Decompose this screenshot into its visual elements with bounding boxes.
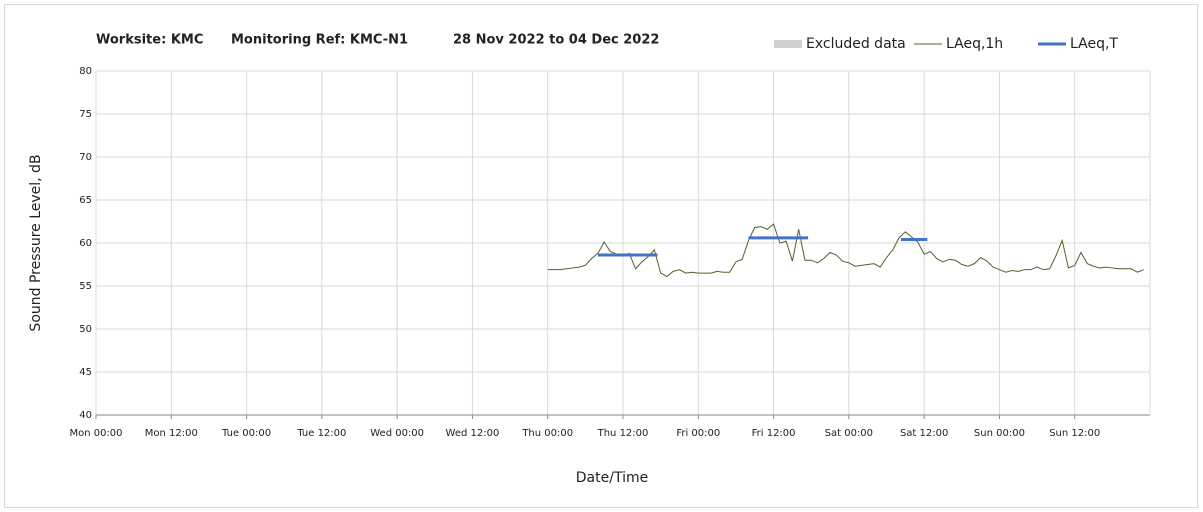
y-tick-label: 55 — [79, 281, 92, 292]
x-tick-label: Mon 12:00 — [145, 428, 198, 439]
y-tick-label: 80 — [79, 66, 92, 77]
x-tick-label: Fri 00:00 — [676, 428, 720, 439]
x-tick-label: Thu 00:00 — [521, 428, 573, 439]
series-line — [597, 236, 928, 257]
y-axis-label: Sound Pressure Level, dB — [28, 154, 44, 331]
x-tick-label: Tue 00:00 — [221, 428, 271, 439]
title-ref: Monitoring Ref: KMC-N1 — [231, 33, 408, 48]
x-tick-label: Wed 12:00 — [446, 428, 500, 439]
x-tick-label: Sun 00:00 — [974, 428, 1025, 439]
x-axis-label: Date/Time — [576, 470, 648, 486]
x-tick-label: Fri 12:00 — [752, 428, 796, 439]
x-tick-label: Sat 12:00 — [900, 428, 948, 439]
series-line — [547, 223, 1144, 278]
legend-label: LAeq,1h — [946, 36, 1003, 52]
x-tick-label: Tue 12:00 — [296, 428, 346, 439]
y-tick-label: 50 — [79, 324, 92, 335]
title-dates: 28 Nov 2022 to 04 Dec 2022 — [453, 33, 659, 48]
y-tick-label: 60 — [79, 238, 92, 249]
y-tick-label: 70 — [79, 152, 92, 163]
x-tick-label: Sat 00:00 — [825, 428, 873, 439]
legend-swatch — [774, 40, 802, 48]
x-tick-label: Wed 00:00 — [370, 428, 424, 439]
y-tick-label: 65 — [79, 195, 92, 206]
x-tick-label: Thu 12:00 — [597, 428, 649, 439]
y-tick-label: 75 — [79, 109, 92, 120]
x-tick-label: Sun 12:00 — [1049, 428, 1100, 439]
frame — [4, 4, 1198, 508]
title-worksite: Worksite: KMC — [96, 33, 203, 48]
y-tick-label: 45 — [79, 367, 92, 378]
legend-label: LAeq,T — [1070, 36, 1118, 52]
x-tick-label: Mon 00:00 — [69, 428, 122, 439]
y-tick-label: 40 — [79, 410, 92, 421]
legend-label: Excluded data — [806, 36, 906, 52]
